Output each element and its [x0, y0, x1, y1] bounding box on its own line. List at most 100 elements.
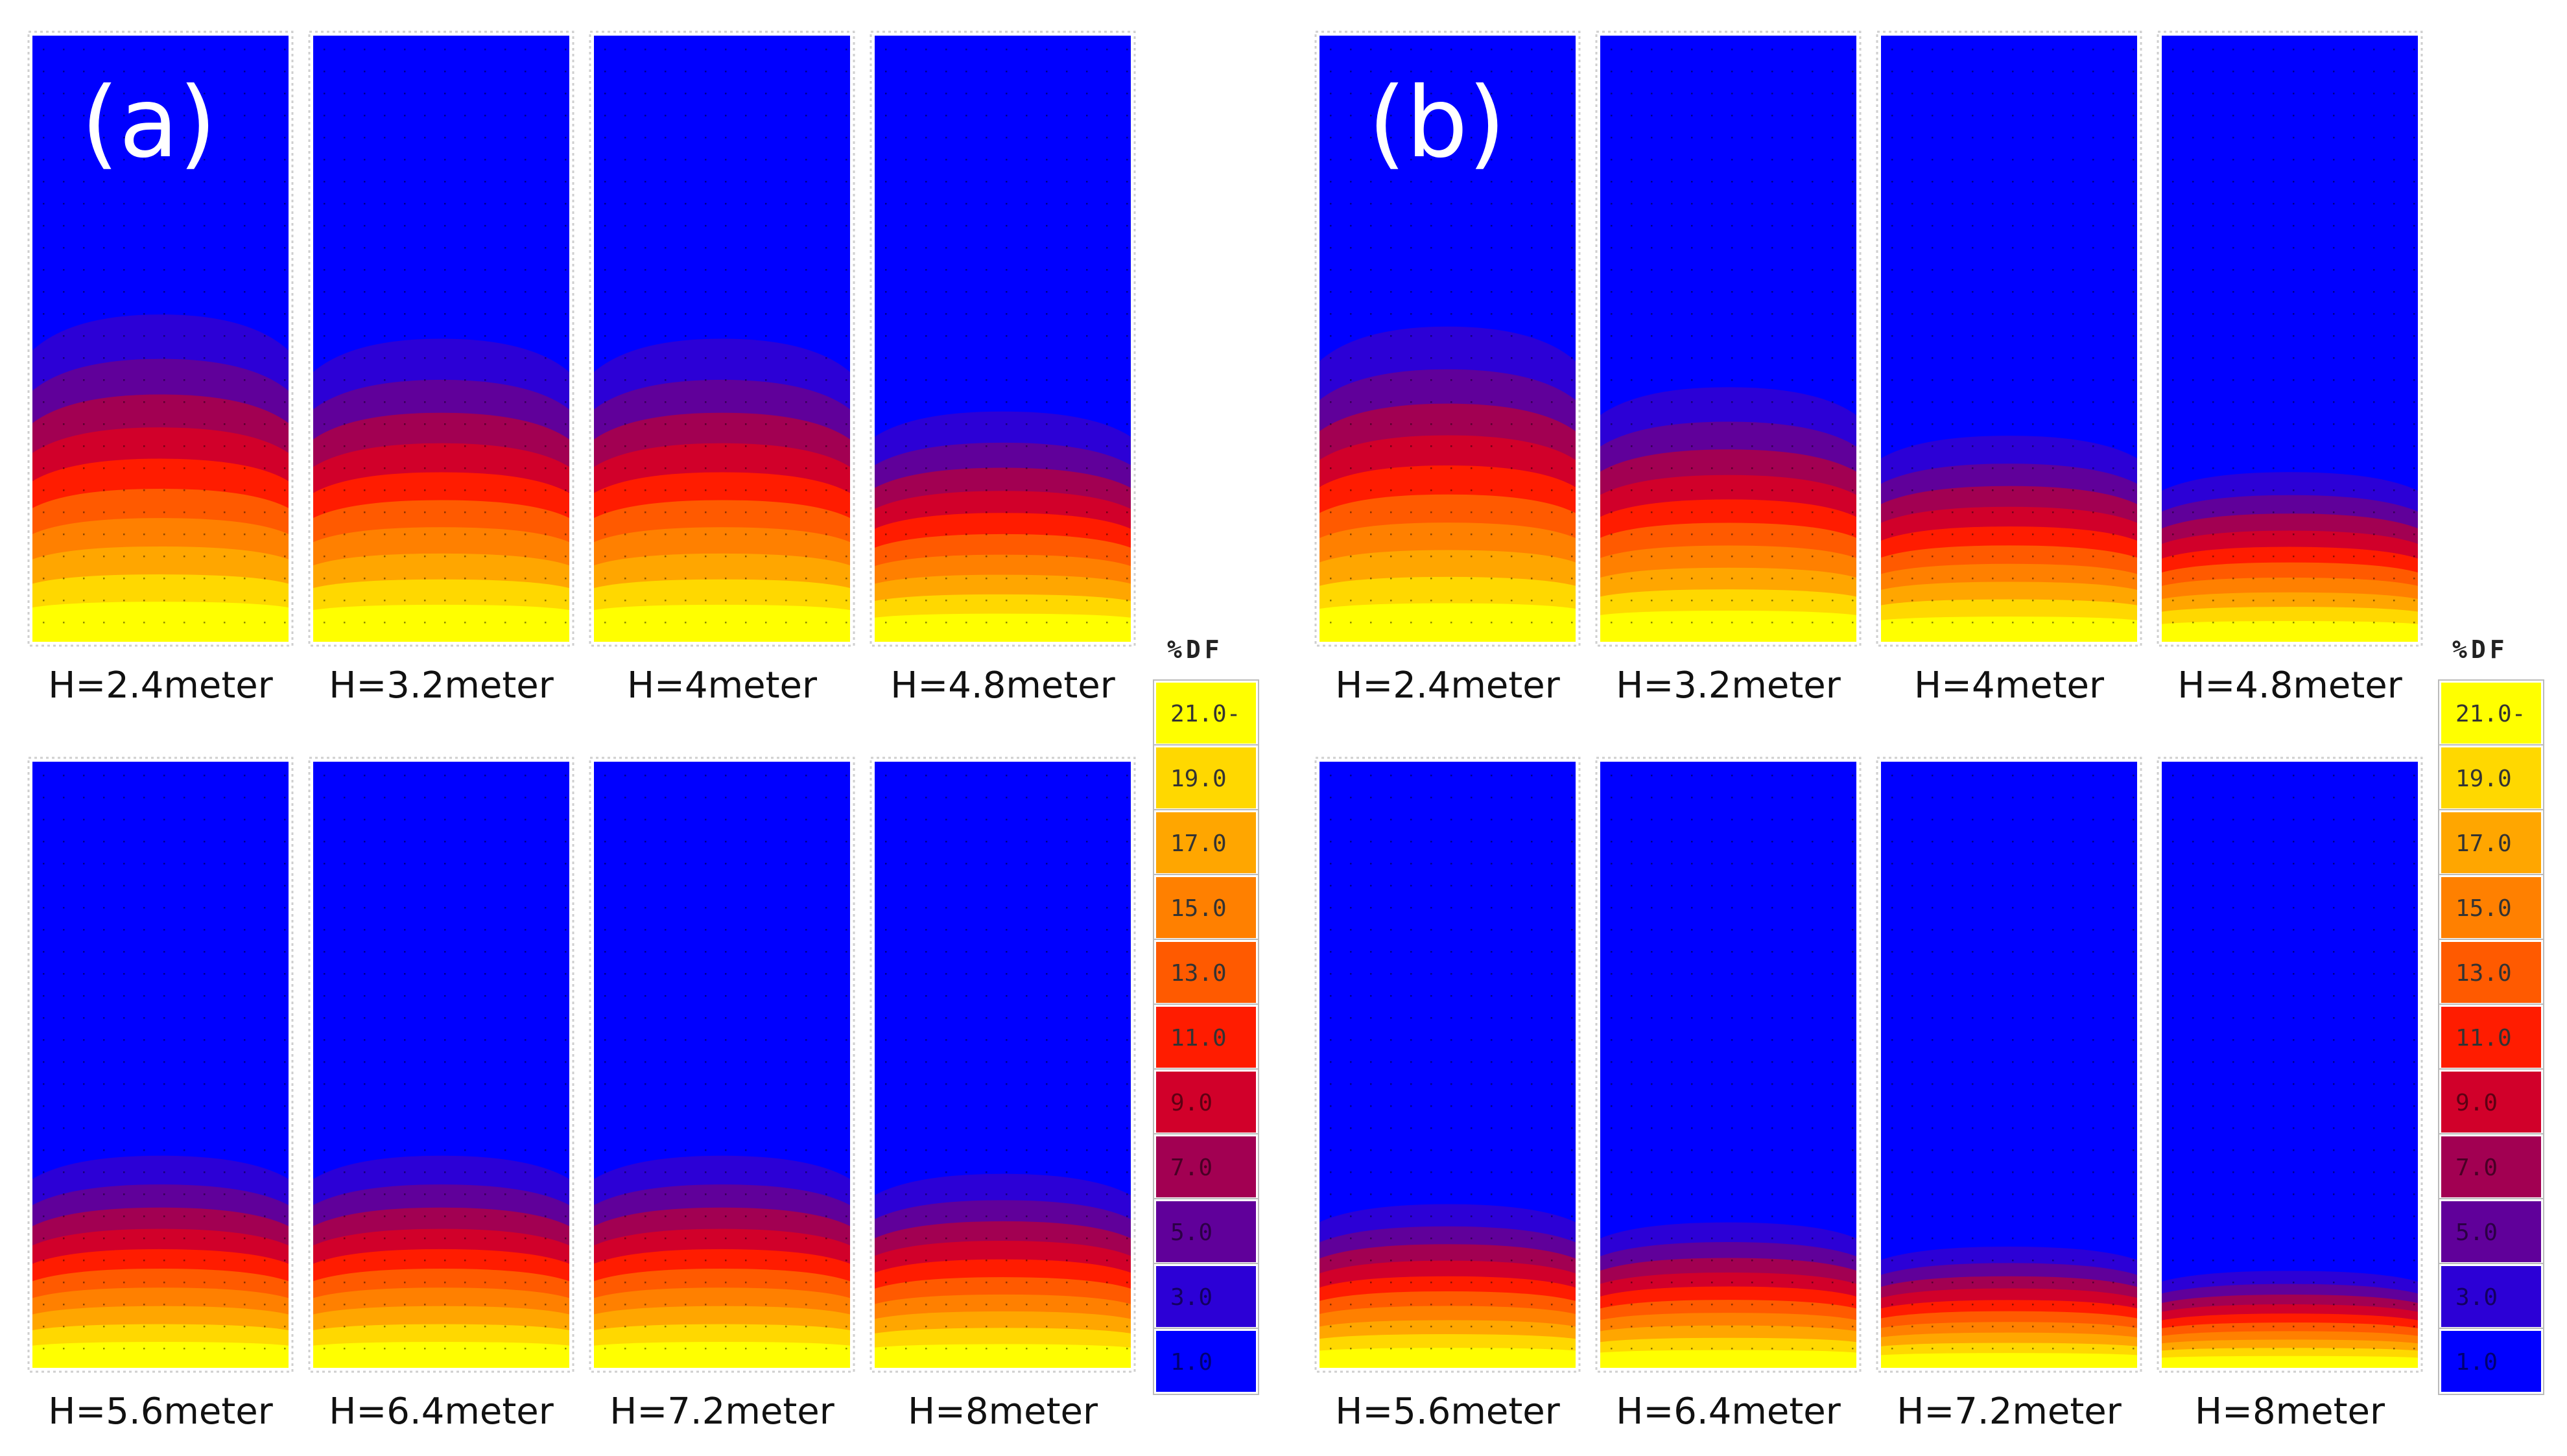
df-contour-plot	[2157, 30, 2423, 647]
plot-caption: H=2.4meter	[1335, 664, 1560, 707]
legend-value: 3.0	[2455, 1284, 2498, 1311]
legend-value: 9.0	[2455, 1090, 2498, 1116]
plot-caption: H=5.6meter	[48, 1391, 273, 1433]
plot-background	[2162, 762, 2418, 1368]
plot-caption: H=4meter	[626, 664, 818, 707]
legend-swatch: 19.0	[1153, 744, 1259, 812]
df-contour-plot	[869, 757, 1136, 1373]
sample-grid	[1891, 775, 2135, 1350]
sample-grid	[604, 775, 847, 1350]
legend-swatch: 3.0	[1153, 1263, 1259, 1330]
legend-swatch: 1.0	[2438, 1328, 2544, 1395]
legend-swatch: 5.0	[1153, 1198, 1259, 1265]
sample-grid	[43, 49, 286, 624]
df-contour-plot	[1314, 30, 1581, 647]
sample-grid	[324, 775, 567, 1350]
legend-value: 17.0	[2455, 830, 2512, 857]
plot-caption: H=2.4meter	[48, 664, 273, 707]
legend-value: 13.0	[1170, 960, 1227, 987]
sample-grid	[2172, 775, 2415, 1350]
legend-swatch: 21.0-	[1153, 679, 1259, 747]
plot-caption: H=6.4meter	[329, 1391, 554, 1433]
legend-swatch: 7.0	[1153, 1133, 1259, 1201]
legend-swatch: 11.0	[2438, 1004, 2544, 1071]
legend-value: 5.0	[2455, 1219, 2498, 1246]
sample-grid	[1330, 775, 1573, 1350]
legend-swatch: 9.0	[1153, 1068, 1259, 1136]
plot-caption: H=8meter	[2194, 1391, 2385, 1433]
legend-swatch: 9.0	[2438, 1068, 2544, 1136]
legend-value: 7.0	[2455, 1155, 2498, 1181]
contour-band	[875, 1344, 1131, 1368]
contour-band	[594, 1341, 850, 1368]
legend-title: %DF	[1167, 635, 1224, 664]
plot-caption: H=3.2meter	[1616, 664, 1841, 707]
contour-band	[1600, 1350, 1856, 1368]
df-contour-plot	[1595, 30, 1862, 647]
sample-grid	[324, 49, 567, 624]
legend-swatch: 17.0	[1153, 809, 1259, 876]
df-contour-plot	[589, 757, 855, 1373]
legend-value: 21.0-	[2455, 701, 2526, 727]
legend-value: 11.0	[2455, 1025, 2512, 1051]
legend-swatch: 5.0	[2438, 1198, 2544, 1265]
df-contour-plot	[2157, 757, 2423, 1373]
sample-grid	[885, 49, 1128, 624]
contour-band	[875, 613, 1131, 642]
contour-band	[1600, 610, 1856, 642]
legend-swatch: 21.0-	[2438, 679, 2544, 747]
legend-value: 15.0	[1170, 895, 1227, 922]
legend-value: 1.0	[1170, 1349, 1213, 1376]
plot-caption: H=7.2meter	[1897, 1391, 2122, 1433]
legend-swatch: 15.0	[1153, 874, 1259, 941]
legend-swatch: 11.0	[1153, 1004, 1259, 1071]
plot-caption: H=6.4meter	[1616, 1391, 1841, 1433]
df-contour-plot	[308, 30, 574, 647]
contour-band	[2162, 1356, 2418, 1368]
df-contour-plot	[869, 30, 1136, 647]
df-contour-plot	[1876, 30, 2142, 647]
plot-caption: H=7.2meter	[609, 1391, 834, 1433]
legend-value: 13.0	[2455, 960, 2512, 987]
sample-grid	[43, 775, 286, 1350]
contour-band	[1881, 1353, 2137, 1368]
legend-swatch: 7.0	[2438, 1133, 2544, 1201]
sample-grid	[1611, 775, 1854, 1350]
legend-value: 21.0-	[1170, 701, 1241, 727]
df-contour-plot	[27, 757, 294, 1373]
sample-grid	[604, 49, 847, 624]
legend-value: 19.0	[1170, 766, 1227, 792]
contour-band	[313, 1341, 569, 1368]
legend-value: 11.0	[1170, 1025, 1227, 1051]
df-contour-plot	[1595, 757, 1862, 1373]
contour-band	[32, 1341, 289, 1368]
sample-grid	[885, 775, 1128, 1350]
contour-band	[313, 604, 569, 642]
legend-value: 7.0	[1170, 1155, 1213, 1181]
df-contour-plot	[589, 30, 855, 647]
legend-swatch: 1.0	[1153, 1328, 1259, 1395]
legend-swatch: 17.0	[2438, 809, 2544, 876]
plot-caption: H=5.6meter	[1335, 1391, 1560, 1433]
sample-grid	[2172, 49, 2415, 624]
plot-caption: H=4.8meter	[2177, 664, 2402, 707]
contour-band	[1319, 1348, 1576, 1368]
contour-band	[1881, 616, 2137, 642]
sample-grid	[1330, 49, 1573, 624]
sample-grid	[1891, 49, 2135, 624]
contour-band	[2162, 620, 2418, 642]
plot-caption: H=8meter	[907, 1391, 1098, 1433]
legend-value: 5.0	[1170, 1219, 1213, 1246]
legend-value: 3.0	[1170, 1284, 1213, 1311]
legend-value: 17.0	[1170, 830, 1227, 857]
legend-swatch: 13.0	[2438, 939, 2544, 1006]
plot-caption: H=4.8meter	[890, 664, 1115, 707]
legend-value: 15.0	[2455, 895, 2512, 922]
legend-swatch: 13.0	[1153, 939, 1259, 1006]
legend-swatch: 19.0	[2438, 744, 2544, 812]
plot-caption: H=3.2meter	[329, 664, 554, 707]
panel-label: (b)	[1368, 67, 1506, 180]
panel-label: (a)	[81, 67, 217, 180]
legend-swatch: 3.0	[2438, 1263, 2544, 1330]
